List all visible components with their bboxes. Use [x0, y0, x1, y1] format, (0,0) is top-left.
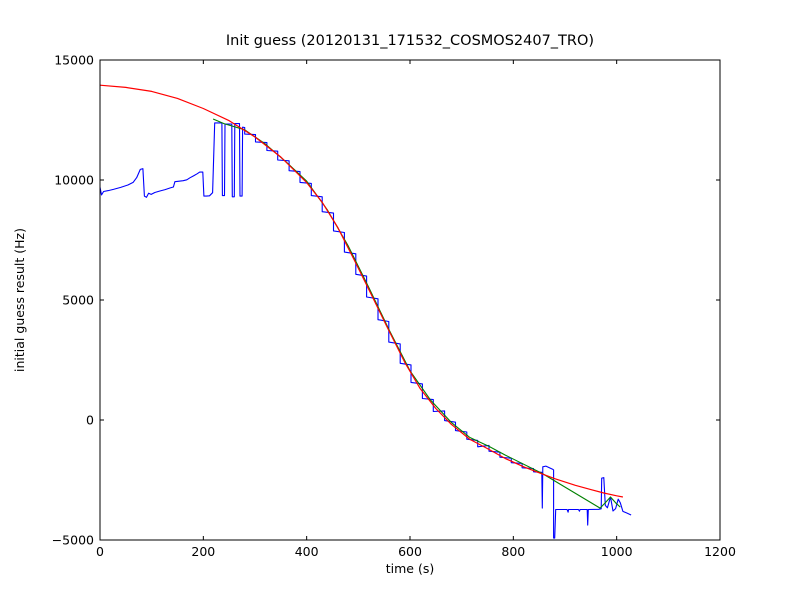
data-series-group [99, 84, 632, 539]
plot-frame [99, 59, 721, 541]
y-tick-label: 15000 [54, 53, 94, 68]
chart-title: Init guess (20120131_171532_COSMOS2407_T… [226, 33, 594, 49]
axis-ticks-group: 0 200 400 600 800 1000 1200−500005000100001500… [52, 53, 736, 560]
x-axis-label: time (s) [386, 561, 434, 576]
x-tick-label: 400 [295, 544, 319, 559]
y-tick-label: −5000 [52, 533, 94, 548]
y-tick-label: 10000 [54, 173, 94, 188]
x-tick-label: 200 [191, 544, 215, 559]
x-tick-label: 1000 [601, 544, 633, 559]
series-guess-connecting-line [212, 118, 621, 509]
y-tick-label: 0 [86, 413, 94, 428]
y-tick-label: 5000 [62, 293, 94, 308]
x-tick-label: 1200 [704, 544, 736, 559]
y-axis-label: initial guess result (Hz) [12, 228, 27, 372]
plot-frame-overlay [99, 59, 721, 541]
x-tick-label: 600 [398, 544, 422, 559]
series-model-fit-curve [99, 84, 624, 498]
x-tick-label: 0 [96, 544, 104, 559]
x-tick-label: 800 [501, 544, 525, 559]
series-initial-guess-data [99, 122, 632, 539]
